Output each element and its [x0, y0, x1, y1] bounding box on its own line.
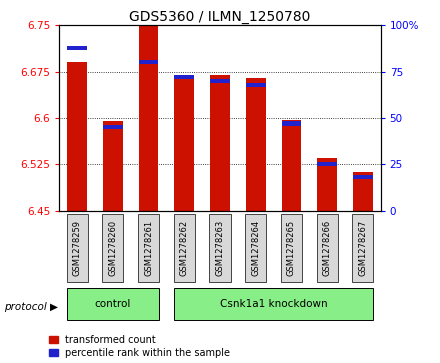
- Bar: [139, 60, 158, 65]
- Bar: [353, 175, 373, 179]
- Bar: [282, 122, 301, 126]
- Bar: [281, 213, 302, 282]
- Bar: [139, 25, 158, 211]
- Text: GSM1278262: GSM1278262: [180, 220, 189, 276]
- Bar: [103, 213, 124, 282]
- Text: GSM1278264: GSM1278264: [251, 220, 260, 276]
- Bar: [317, 162, 337, 166]
- Bar: [174, 213, 195, 282]
- Bar: [209, 213, 231, 282]
- Bar: [353, 172, 373, 211]
- Bar: [67, 62, 87, 211]
- Bar: [245, 213, 266, 282]
- Title: GDS5360 / ILMN_1250780: GDS5360 / ILMN_1250780: [129, 11, 311, 24]
- Text: GSM1278260: GSM1278260: [108, 220, 117, 276]
- Bar: [175, 75, 194, 211]
- Bar: [138, 213, 159, 282]
- Text: GSM1278261: GSM1278261: [144, 220, 153, 276]
- Bar: [210, 75, 230, 211]
- Text: GSM1278265: GSM1278265: [287, 220, 296, 276]
- Bar: [103, 121, 123, 211]
- Legend: transformed count, percentile rank within the sample: transformed count, percentile rank withi…: [49, 335, 231, 358]
- Bar: [246, 78, 265, 211]
- Bar: [67, 213, 88, 282]
- Text: GSM1278263: GSM1278263: [216, 220, 224, 276]
- Bar: [175, 75, 194, 79]
- Bar: [316, 213, 337, 282]
- Text: GSM1278266: GSM1278266: [323, 220, 332, 276]
- Bar: [246, 83, 265, 87]
- Bar: [282, 120, 301, 211]
- Bar: [103, 125, 123, 129]
- Text: control: control: [95, 299, 131, 309]
- Bar: [210, 79, 230, 83]
- Bar: [174, 289, 373, 319]
- Text: GSM1278267: GSM1278267: [358, 220, 367, 276]
- Bar: [67, 289, 159, 319]
- Bar: [317, 158, 337, 211]
- Text: Csnk1a1 knockdown: Csnk1a1 knockdown: [220, 299, 327, 309]
- Bar: [67, 46, 87, 50]
- Text: GSM1278259: GSM1278259: [73, 220, 82, 276]
- Text: protocol ▶: protocol ▶: [4, 302, 59, 312]
- Bar: [352, 213, 373, 282]
